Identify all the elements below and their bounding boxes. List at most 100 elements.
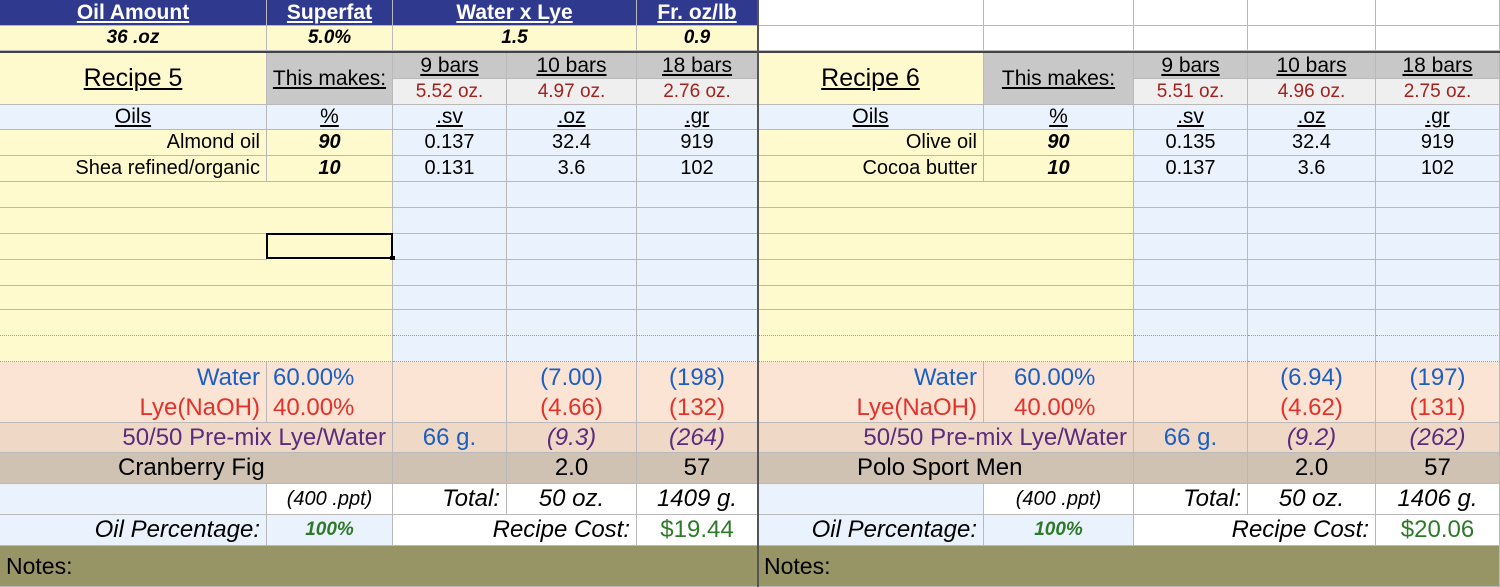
this-makes-label[interactable]: This makes: <box>267 53 393 105</box>
total-oz[interactable]: 50 oz. <box>1248 484 1376 515</box>
empty-cell[interactable] <box>1134 208 1248 234</box>
total-oz[interactable]: 50 oz. <box>507 484 637 515</box>
empty-cell[interactable] <box>1376 286 1500 310</box>
empty-cell[interactable] <box>1134 26 1248 51</box>
empty-cell[interactable] <box>758 0 984 26</box>
empty-cell[interactable] <box>1248 0 1376 26</box>
lye-gr[interactable]: (131) <box>1376 393 1500 423</box>
empty-cell[interactable] <box>1376 260 1500 286</box>
empty-cell[interactable] <box>393 234 507 260</box>
bar-weight-10[interactable]: 4.96 oz. <box>1248 79 1376 105</box>
empty-cell[interactable] <box>1248 26 1376 51</box>
empty-cell[interactable] <box>758 484 984 515</box>
oil-pct[interactable]: 90 <box>267 130 393 156</box>
fragrance-gr[interactable]: 57 <box>637 453 758 484</box>
lye-label[interactable]: Lye(NaOH) <box>0 393 267 423</box>
empty-cell[interactable] <box>984 0 1134 26</box>
recipe-cost-label[interactable]: Recipe Cost: <box>393 515 637 546</box>
premix-oz[interactable]: (9.2) <box>1248 423 1376 453</box>
oil-row-empty[interactable] <box>0 310 393 336</box>
notes-field[interactable]: Notes: <box>758 546 1500 587</box>
empty-cell[interactable] <box>1134 0 1248 26</box>
bar-weight-9[interactable]: 5.51 oz. <box>1134 79 1248 105</box>
header-oil-amount[interactable]: Oil Amount <box>0 0 267 26</box>
fragrance-oz[interactable]: 2.0 <box>507 453 637 484</box>
empty-cell[interactable] <box>1134 286 1248 310</box>
empty-cell[interactable] <box>1248 234 1376 260</box>
empty-cell[interactable] <box>507 208 637 234</box>
empty-cell[interactable] <box>1248 182 1376 208</box>
oil-name[interactable]: Almond oil <box>0 130 267 156</box>
empty-cell[interactable] <box>507 310 637 336</box>
fragrance-name[interactable]: Cranberry Fig <box>0 453 393 484</box>
empty-cell[interactable] <box>393 362 507 423</box>
oil-gr[interactable]: 102 <box>1376 156 1500 182</box>
oil-oz[interactable]: 32.4 <box>1248 130 1376 156</box>
recipe-title[interactable]: Recipe 5 <box>0 53 267 105</box>
oil-percentage-label[interactable]: Oil Percentage: <box>0 515 267 546</box>
empty-cell[interactable] <box>1134 336 1248 362</box>
empty-cell[interactable] <box>393 336 507 362</box>
oil-row-empty[interactable] <box>758 182 1134 208</box>
col-header-oils[interactable]: Oils <box>758 105 984 130</box>
empty-cell[interactable] <box>393 182 507 208</box>
header-water-lye[interactable]: Water x Lye <box>393 0 637 26</box>
water-gr[interactable]: (198) <box>637 362 758 393</box>
empty-cell[interactable] <box>1248 336 1376 362</box>
empty-cell[interactable] <box>1376 310 1500 336</box>
notes-field[interactable]: Notes: <box>0 546 758 587</box>
water-label[interactable]: Water <box>758 362 984 393</box>
col-header-gr[interactable]: .gr <box>1376 105 1500 130</box>
empty-cell[interactable] <box>1376 182 1500 208</box>
premix-gr[interactable]: (262) <box>1376 423 1500 453</box>
oil-oz[interactable]: 32.4 <box>507 130 637 156</box>
oil-pct[interactable]: 10 <box>267 156 393 182</box>
bars-18[interactable]: 18 bars <box>1376 53 1500 79</box>
empty-cell[interactable] <box>637 310 758 336</box>
col-header-pct[interactable]: % <box>984 105 1134 130</box>
bar-weight-10[interactable]: 4.97 oz. <box>507 79 637 105</box>
superfat-value[interactable]: 5.0% <box>267 26 393 51</box>
empty-cell[interactable] <box>507 286 637 310</box>
fragrance-gr[interactable]: 57 <box>1376 453 1500 484</box>
water-oz[interactable]: (7.00) <box>507 362 637 393</box>
empty-cell[interactable] <box>393 453 507 484</box>
empty-cell[interactable] <box>507 234 637 260</box>
bars-18[interactable]: 18 bars <box>637 53 758 79</box>
fragrance-oz[interactable]: 2.0 <box>1248 453 1376 484</box>
empty-cell[interactable] <box>637 208 758 234</box>
oil-row-empty[interactable] <box>0 234 267 260</box>
total-grams[interactable]: 1406 g. <box>1376 484 1500 515</box>
empty-cell[interactable] <box>1376 234 1500 260</box>
premix-label[interactable]: 50/50 Pre-mix Lye/Water <box>0 423 393 453</box>
oil-gr[interactable]: 102 <box>637 156 758 182</box>
bars-9[interactable]: 9 bars <box>1134 53 1248 79</box>
recipe-title[interactable]: Recipe 6 <box>758 53 984 105</box>
water-pct[interactable]: 60.00% <box>267 362 393 393</box>
header-superfat[interactable]: Superfat <box>267 0 393 26</box>
empty-cell[interactable] <box>393 310 507 336</box>
oil-oz[interactable]: 3.6 <box>507 156 637 182</box>
ppt-value[interactable]: (400 .ppt) <box>984 484 1134 515</box>
empty-cell[interactable] <box>1134 453 1248 484</box>
empty-cell[interactable] <box>1134 234 1248 260</box>
empty-cell[interactable] <box>393 208 507 234</box>
oil-row-empty[interactable] <box>758 310 1134 336</box>
oil-row-empty[interactable] <box>0 182 393 208</box>
col-header-gr[interactable]: .gr <box>637 105 758 130</box>
oil-sv[interactable]: 0.137 <box>393 130 507 156</box>
recipe-cost-label[interactable]: Recipe Cost: <box>1134 515 1376 546</box>
oil-row-empty[interactable] <box>0 208 393 234</box>
empty-cell[interactable] <box>1376 208 1500 234</box>
empty-cell[interactable] <box>1248 310 1376 336</box>
oil-oz[interactable]: 3.6 <box>1248 156 1376 182</box>
empty-cell[interactable] <box>1376 336 1500 362</box>
oil-sv[interactable]: 0.135 <box>1134 130 1248 156</box>
oil-percentage-label[interactable]: Oil Percentage: <box>758 515 984 546</box>
empty-cell[interactable] <box>1134 182 1248 208</box>
oil-pct[interactable]: 10 <box>984 156 1134 182</box>
fr-oz-lb-value[interactable]: 0.9 <box>637 26 758 51</box>
col-header-pct[interactable]: % <box>267 105 393 130</box>
oil-percentage-value[interactable]: 100% <box>267 515 393 546</box>
empty-cell[interactable] <box>507 260 637 286</box>
